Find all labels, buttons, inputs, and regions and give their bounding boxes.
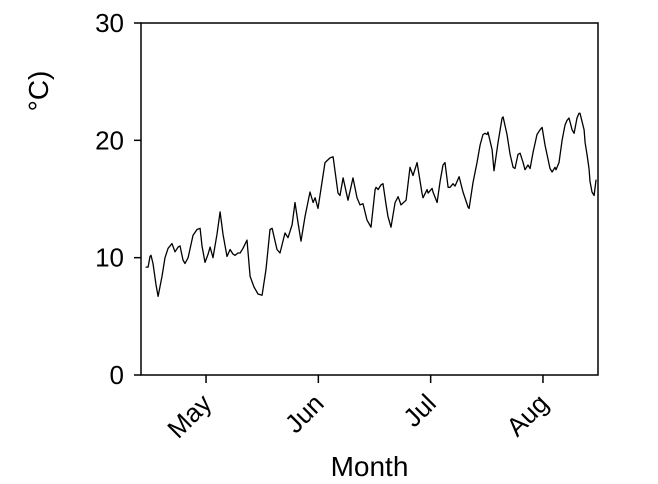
temperature-series-line <box>145 112 597 298</box>
y-axis-tick-label: 10 <box>95 243 124 273</box>
y-axis-tick-label: 0 <box>110 360 124 390</box>
x-axis-tick-label: Aug <box>500 388 554 442</box>
plot-box <box>140 22 599 376</box>
x-axis-tick-label: May <box>161 388 217 444</box>
y-axis-tick-label: 30 <box>95 8 124 38</box>
y-axis-title: °C) <box>23 70 54 112</box>
x-axis-tick-label: Jun <box>279 388 330 439</box>
x-axis-tick-label: Jul <box>397 388 442 433</box>
y-axis-tick-label: 20 <box>95 125 124 155</box>
x-axis-title: Month <box>330 451 409 482</box>
